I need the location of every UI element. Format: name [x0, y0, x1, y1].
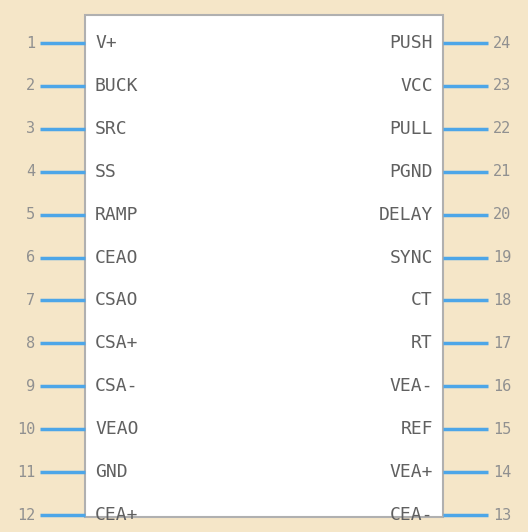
Text: 8: 8 — [26, 336, 35, 351]
Text: 4: 4 — [26, 164, 35, 179]
Text: 16: 16 — [493, 379, 511, 394]
Text: 14: 14 — [493, 464, 511, 479]
Text: CT: CT — [411, 292, 433, 310]
Text: 17: 17 — [493, 336, 511, 351]
Text: 22: 22 — [493, 121, 511, 136]
Text: 10: 10 — [17, 422, 35, 437]
Text: RAMP: RAMP — [95, 206, 138, 223]
Text: VEA+: VEA+ — [390, 463, 433, 481]
Text: 5: 5 — [26, 207, 35, 222]
Text: RT: RT — [411, 335, 433, 352]
Text: SRC: SRC — [95, 120, 128, 138]
Text: DELAY: DELAY — [379, 206, 433, 223]
Text: VEAO: VEAO — [95, 420, 138, 438]
Text: CEA+: CEA+ — [95, 506, 138, 524]
Text: 1: 1 — [26, 36, 35, 51]
Text: 3: 3 — [26, 121, 35, 136]
Text: 6: 6 — [26, 250, 35, 265]
Text: 20: 20 — [493, 207, 511, 222]
Text: 15: 15 — [493, 422, 511, 437]
Text: V+: V+ — [95, 34, 117, 52]
Text: PULL: PULL — [390, 120, 433, 138]
Text: 19: 19 — [493, 250, 511, 265]
Text: CSAO: CSAO — [95, 292, 138, 310]
Text: PUSH: PUSH — [390, 34, 433, 52]
Text: SYNC: SYNC — [390, 248, 433, 267]
Text: VCC: VCC — [400, 77, 433, 95]
Text: 7: 7 — [26, 293, 35, 308]
Text: REF: REF — [400, 420, 433, 438]
Text: GND: GND — [95, 463, 128, 481]
Text: CEAO: CEAO — [95, 248, 138, 267]
Text: BUCK: BUCK — [95, 77, 138, 95]
Text: SS: SS — [95, 163, 117, 181]
Text: 23: 23 — [493, 78, 511, 94]
Text: 13: 13 — [493, 508, 511, 522]
Text: PGND: PGND — [390, 163, 433, 181]
FancyBboxPatch shape — [85, 15, 443, 517]
Text: VEA-: VEA- — [390, 377, 433, 395]
Text: CSA+: CSA+ — [95, 335, 138, 352]
Text: 12: 12 — [17, 508, 35, 522]
Text: 2: 2 — [26, 78, 35, 94]
Text: 24: 24 — [493, 36, 511, 51]
Text: CSA-: CSA- — [95, 377, 138, 395]
Text: 11: 11 — [17, 464, 35, 479]
Text: 9: 9 — [26, 379, 35, 394]
Text: 18: 18 — [493, 293, 511, 308]
Text: 21: 21 — [493, 164, 511, 179]
Text: CEA-: CEA- — [390, 506, 433, 524]
